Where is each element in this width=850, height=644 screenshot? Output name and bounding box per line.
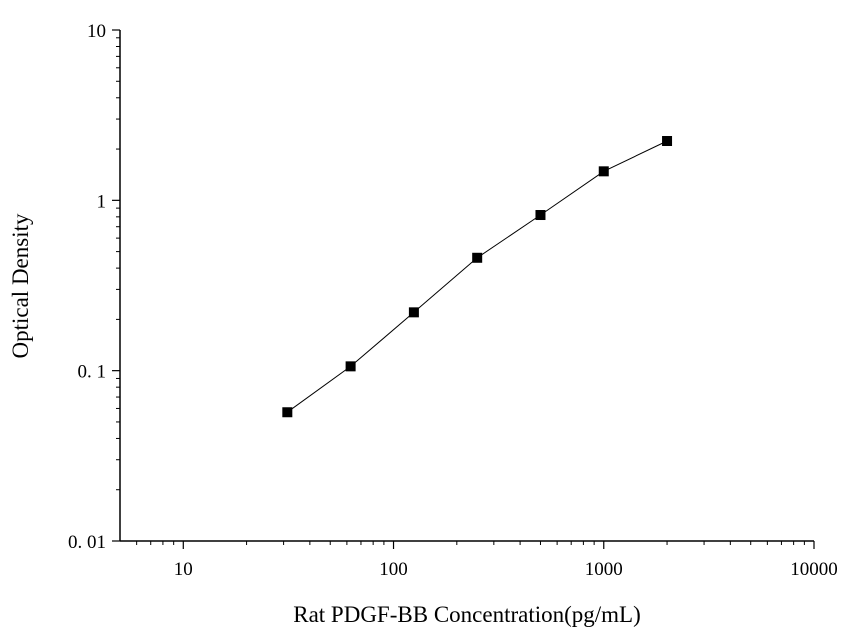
data-point — [408, 307, 419, 318]
series-group — [282, 136, 673, 418]
data-point — [282, 407, 293, 418]
axes: 0. 01 0. 1 1 10 10 100 1000 10000 — [68, 21, 838, 580]
y-tick-label: 10 — [87, 21, 106, 42]
series-line — [287, 140, 668, 413]
data-point — [662, 136, 673, 147]
y-tick-label: 0. 1 — [78, 362, 107, 383]
x-tick-label: 1000 — [585, 559, 623, 580]
y-tick-label: 0. 01 — [68, 532, 106, 553]
x-axis-label: Rat PDGF-BB Concentration(pg/mL) — [293, 602, 641, 627]
x-tick-label: 10 — [174, 559, 193, 580]
data-point — [472, 252, 483, 263]
data-point — [598, 166, 609, 177]
data-point — [535, 210, 546, 221]
x-tick-label: 10000 — [790, 559, 838, 580]
x-tick-label: 100 — [379, 559, 408, 580]
y-tick-label: 1 — [97, 191, 107, 212]
y-axis-label: Optical Density — [8, 213, 33, 358]
data-point — [345, 361, 356, 372]
